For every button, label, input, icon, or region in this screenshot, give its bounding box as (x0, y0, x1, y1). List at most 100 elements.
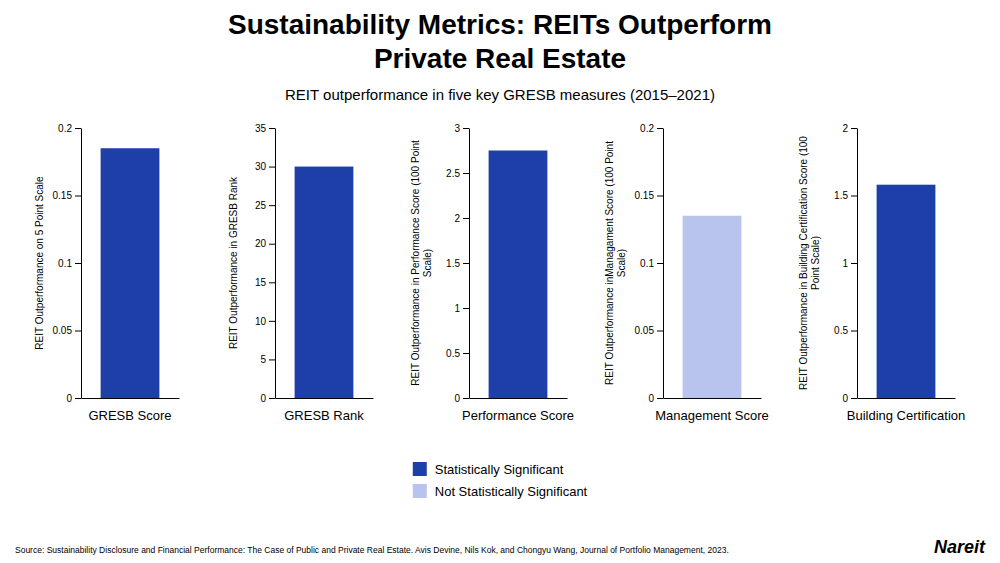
y-axis-title: REIT Outperformance in GRESB Rank (228, 176, 239, 349)
y-tick-mark (463, 263, 469, 264)
bar (489, 151, 548, 399)
legend: Statistically Significant Not Statistical… (413, 462, 588, 499)
legend-item: Not Statistically Significant (413, 484, 588, 499)
y-tick-label: 0.2 (58, 123, 72, 134)
y-axis-title-line: REIT Outperformance inManagament Score (… (604, 141, 615, 385)
y-tick-mark (851, 398, 857, 399)
y-tick: 0 (648, 393, 663, 404)
x-axis-title-line: GRESB Score (88, 408, 171, 423)
y-tick: 0.1 (640, 258, 663, 269)
y-axis-title-line: Point Scale) (810, 236, 821, 290)
bar (295, 167, 354, 398)
y-tick: 0.05 (53, 325, 81, 336)
x-axis (664, 398, 762, 399)
y-tick-label: 3 (454, 123, 460, 134)
y-tick-label: 0 (648, 393, 654, 404)
panel: 00.050.10.150.2Management ScoreREIT Outp… (604, 123, 769, 423)
y-tick: 2 (454, 213, 469, 224)
y-tick-mark (269, 128, 275, 129)
y-axis-line (663, 129, 664, 399)
y-tick-label: 0.5 (446, 348, 460, 359)
bar (101, 148, 160, 398)
y-tick-label: 0.05 (635, 325, 655, 336)
legend-item: Statistically Significant (413, 462, 564, 477)
y-axis-title: REIT Outperformance inManagament Score (… (604, 141, 627, 385)
x-axis-line (82, 398, 180, 399)
y-axis-title-line: Scale) (616, 249, 627, 277)
y-tick-label: 1 (454, 303, 460, 314)
y-tick-mark (657, 196, 663, 197)
y-tick-mark (75, 263, 81, 264)
y-tick-mark (851, 263, 857, 264)
y-axis-line (857, 129, 858, 399)
y-tick-mark (75, 398, 81, 399)
y-tick-mark (269, 282, 275, 283)
x-axis-title-line: Building Certification (847, 408, 966, 423)
x-axis (858, 398, 956, 399)
y-tick-mark (269, 244, 275, 245)
legend-swatch (413, 462, 427, 476)
y-tick: 2 (842, 123, 857, 134)
y-tick-label: 1.5 (834, 190, 848, 201)
y-tick-mark (657, 331, 663, 332)
x-axis (276, 398, 374, 399)
plot-area (101, 148, 160, 398)
y-axis: 00.511.52 (834, 123, 857, 404)
y-tick: 0.15 (635, 190, 663, 201)
chart-svg: Sustainability Metrics: REITs Outperform… (0, 0, 1000, 563)
y-tick-mark (269, 398, 275, 399)
x-axis-title: Performance Score (462, 408, 574, 423)
y-tick-mark (851, 196, 857, 197)
y-tick-mark (75, 331, 81, 332)
x-axis-title: GRESB Rank (284, 408, 364, 423)
y-tick-mark (463, 128, 469, 129)
y-tick-label: 20 (255, 238, 267, 249)
x-axis (470, 398, 568, 399)
y-axis-line (81, 129, 82, 399)
x-axis-line (470, 398, 568, 399)
y-axis: 00.050.10.150.2 (53, 123, 82, 404)
y-tick-label: 0 (842, 393, 848, 404)
y-axis-line (469, 129, 470, 399)
y-axis-title-line: REIT Outperformance in Building Certific… (798, 136, 809, 390)
panel: 00.511.52Building CertificationREIT Outp… (798, 123, 965, 423)
y-tick-mark (269, 167, 275, 168)
x-axis-line (664, 398, 762, 399)
bar (877, 185, 936, 398)
y-tick-mark (463, 173, 469, 174)
y-tick: 15 (255, 277, 275, 288)
y-tick: 10 (255, 316, 275, 327)
chart-subtitle: REIT outperformance in five key GRESB me… (285, 86, 715, 103)
y-tick-mark (75, 128, 81, 129)
y-tick-mark (657, 398, 663, 399)
y-tick-label: 30 (255, 161, 267, 172)
x-axis-title-line: Performance Score (462, 408, 574, 423)
y-tick: 0 (66, 393, 81, 404)
y-tick-mark (269, 205, 275, 206)
y-tick-label: 0.5 (834, 325, 848, 336)
y-tick: 1.5 (834, 190, 857, 201)
y-tick-mark (657, 128, 663, 129)
y-tick-mark (463, 308, 469, 309)
y-axis-title: REIT Outperformance in Performance Score… (410, 140, 433, 386)
y-tick: 5 (260, 354, 275, 365)
chart-container: Sustainability Metrics: REITs Outperform… (0, 0, 1000, 563)
y-tick: 0.1 (58, 258, 81, 269)
chart-title-line: Sustainability Metrics: REITs Outperform (228, 9, 772, 40)
y-tick-label: 0.15 (635, 190, 655, 201)
panel: 05101520253035GRESB RankREIT Outperforma… (228, 123, 374, 423)
bar (683, 216, 742, 398)
y-tick-label: 35 (255, 123, 267, 134)
y-tick-mark (269, 321, 275, 322)
y-axis: 05101520253035 (255, 123, 276, 404)
x-axis-title-line: Management Score (655, 408, 768, 423)
y-tick-mark (463, 398, 469, 399)
panel: 00.050.10.150.2GRESB ScoreREIT Outperfor… (34, 123, 180, 423)
y-tick-label: 2.5 (446, 168, 460, 179)
y-tick-mark (75, 196, 81, 197)
chart-title: Sustainability Metrics: REITs Outperform… (228, 9, 772, 74)
plot-area (295, 167, 354, 398)
y-axis-line (275, 129, 276, 399)
y-tick-label: 0.1 (58, 258, 72, 269)
legend-label: Statistically Significant (435, 462, 564, 477)
